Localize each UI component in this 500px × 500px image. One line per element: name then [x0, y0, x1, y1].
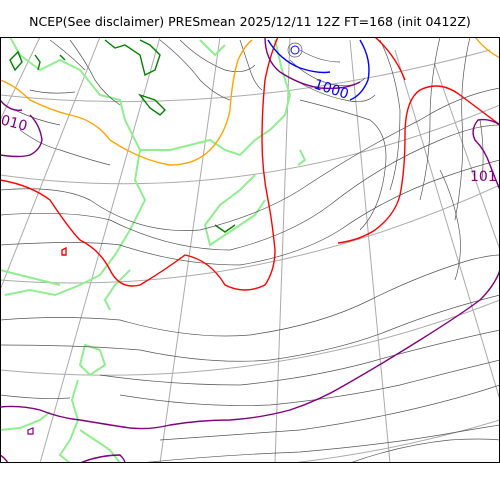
isobar-1010-top — [264, 37, 361, 90]
isobar-1015-right — [474, 37, 500, 59]
isobar-1010-bottom — [0, 269, 500, 430]
isobar-1015 — [0, 39, 253, 166]
contour-label-1000: 1000 — [312, 77, 351, 103]
isobar-1005-small — [61, 246, 67, 256]
isobar-1000 — [267, 39, 331, 74]
isobar-1010-right — [472, 118, 500, 191]
meridian-line — [434, 64, 500, 251]
meridian-line — [159, 37, 221, 463]
contour-label-1010-left: 010 — [0, 112, 29, 134]
isobar-1005-right — [337, 85, 500, 244]
parallel-line — [20, 419, 500, 463]
meridian-line — [39, 37, 161, 463]
low-center — [290, 45, 300, 55]
meridian-line — [0, 37, 101, 291]
parallel-line — [0, 299, 500, 376]
plot-frame — [0, 37, 500, 463]
terrain-contours — [9, 39, 236, 233]
isobar-1000-right — [349, 39, 370, 101]
isobar-1005-upper — [374, 37, 406, 81]
meridian-line — [394, 49, 500, 401]
isobar-1010-small — [27, 427, 34, 435]
graticule — [0, 37, 500, 463]
isobar-1010-left — [0, 99, 43, 158]
isobar-contours — [0, 37, 500, 463]
isobar-1005 — [0, 37, 279, 291]
contour-label-1010-right: 101 — [470, 169, 497, 185]
coastline — [0, 37, 307, 463]
parallel-line — [0, 49, 491, 103]
chart-title: NCEP(See disclaimer) PRESmean 2025/12/11… — [29, 14, 471, 29]
meridian-line — [349, 39, 391, 463]
meridian-line — [0, 37, 41, 121]
parallel-line — [0, 184, 500, 284]
parallel-line — [0, 104, 500, 185]
low-center-ring — [287, 42, 303, 58]
